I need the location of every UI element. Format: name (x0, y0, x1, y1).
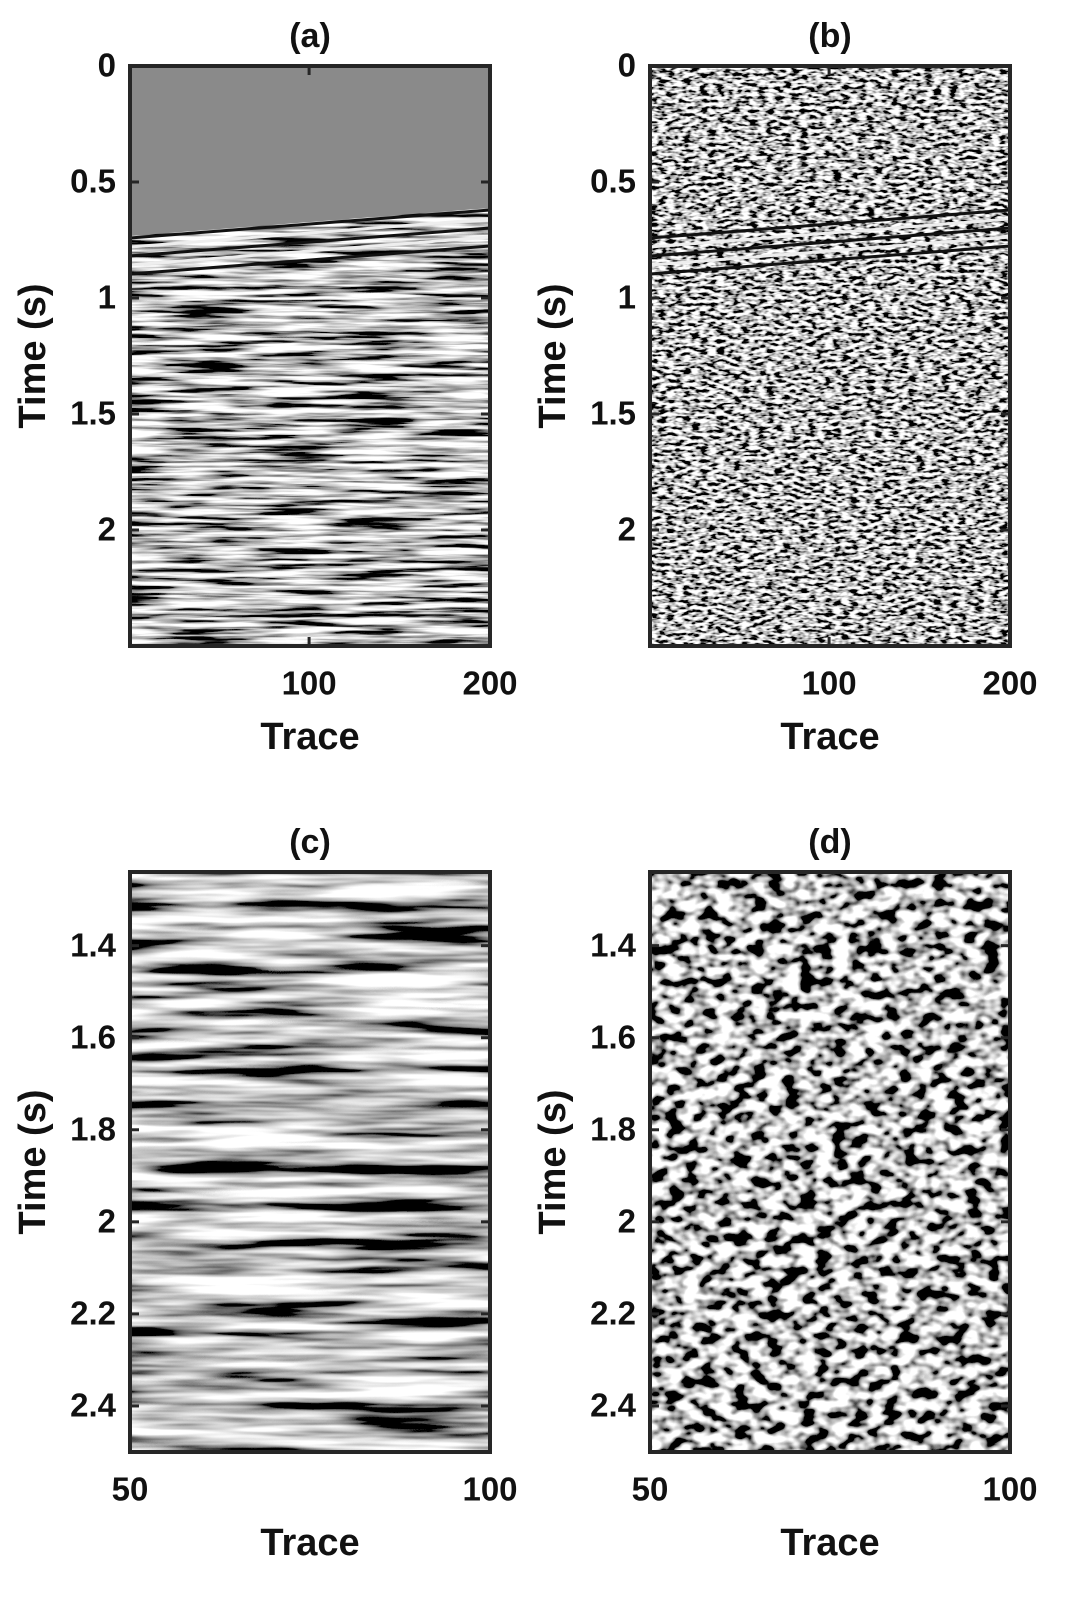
seismic-image (650, 66, 1010, 646)
x-tick-label: 50 (112, 1471, 149, 1508)
y-tick-label: 2 (618, 1203, 636, 1240)
reflector (129, 208, 491, 240)
y-tick-label: 2 (98, 511, 116, 548)
x-axis-label: Trace (780, 1522, 879, 1564)
y-tick-label: 0.5 (70, 163, 116, 200)
quiet-zone (130, 66, 490, 236)
seismic-image (650, 872, 1010, 1452)
y-tick-label: 0 (618, 47, 636, 84)
x-tick-label: 100 (802, 665, 857, 702)
reflector (129, 244, 491, 276)
y-tick-label: 1.6 (70, 1018, 116, 1055)
x-tick-label: 100 (462, 1471, 517, 1508)
y-axis-label: Time (s) (12, 283, 54, 428)
y-tick-label: 1.6 (590, 1018, 636, 1055)
reflector (649, 226, 1011, 258)
axes-box (128, 870, 492, 1454)
y-tick-label: 1.8 (590, 1110, 636, 1147)
y-tick-label: 0.5 (590, 163, 636, 200)
reflector (649, 235, 1011, 267)
y-tick-label: 1 (98, 279, 116, 316)
x-tick-label: 100 (982, 1471, 1037, 1508)
y-tick-label: 1.5 (70, 395, 116, 432)
y-tick-label: 1.4 (590, 926, 637, 963)
reflector (649, 244, 1011, 276)
y-tick-label: 1.5 (590, 395, 636, 432)
y-tick-label: 0 (98, 47, 116, 84)
reflector (129, 217, 491, 249)
y-tick-label: 2.2 (70, 1295, 116, 1332)
x-tick-label: 100 (282, 665, 337, 702)
reflector (649, 208, 1011, 240)
y-tick-label: 1 (618, 279, 636, 316)
panel-title: (b) (808, 17, 851, 55)
x-tick-label: 200 (982, 665, 1037, 702)
y-tick-label: 2.2 (590, 1295, 636, 1332)
y-tick-label: 2 (98, 1203, 116, 1240)
seismic-image (130, 872, 490, 1452)
y-tick-label: 1.8 (70, 1110, 116, 1147)
panel-title: (c) (289, 823, 331, 861)
y-tick-label: 2.4 (70, 1387, 117, 1424)
x-axis-label: Trace (260, 1522, 359, 1564)
x-tick-label: 50 (632, 1471, 669, 1508)
panel-title: (a) (289, 17, 331, 55)
y-tick-label: 2.4 (590, 1387, 637, 1424)
x-axis-label: Trace (780, 716, 879, 758)
y-tick-label: 1.4 (70, 926, 117, 963)
x-tick-label: 200 (462, 665, 517, 702)
reflector (129, 226, 491, 258)
panel-title: (d) (808, 823, 851, 861)
y-axis-label: Time (s) (12, 1089, 54, 1234)
reflector (129, 235, 491, 267)
axes-box (648, 870, 1012, 1454)
reflector (649, 217, 1011, 249)
y-axis-label: Time (s) (532, 1089, 574, 1234)
y-tick-label: 2 (618, 511, 636, 548)
x-axis-label: Trace (260, 716, 359, 758)
y-axis-label: Time (s) (532, 283, 574, 428)
